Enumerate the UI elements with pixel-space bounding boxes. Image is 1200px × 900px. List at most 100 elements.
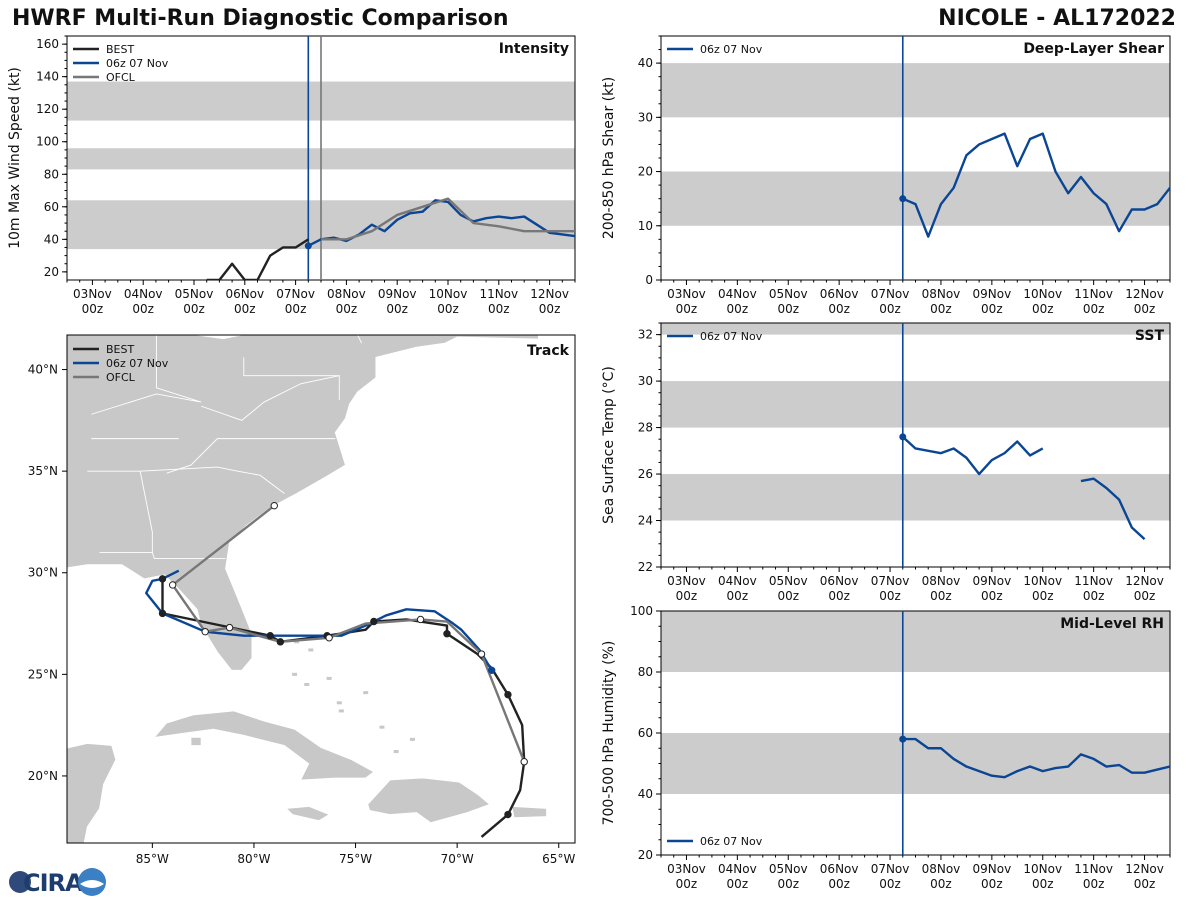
- track-point-best: [370, 617, 378, 626]
- x-tick-label: 04Nov: [718, 574, 757, 588]
- shaded-band: [661, 323, 1170, 335]
- x-tick-sublabel: 00z: [183, 302, 205, 316]
- land-puerto-rico: [511, 805, 547, 819]
- y-tick-label: 100: [36, 135, 59, 149]
- panel-title: SST: [1135, 328, 1165, 344]
- track-point-best: [158, 575, 167, 583]
- y-tick-label: 120: [36, 102, 59, 116]
- land-yucatan: [67, 743, 117, 843]
- x-tick-label: 07Nov: [871, 287, 910, 301]
- state-border: [243, 357, 340, 377]
- x-tick-label: 10Nov: [429, 287, 468, 301]
- x-tick-sublabel: 00z: [727, 589, 749, 603]
- lat-tick-label: 35°N: [28, 464, 58, 478]
- series-group: [899, 132, 1170, 238]
- x-tick-label: 05Nov: [769, 574, 808, 588]
- y-tick-label: 140: [36, 70, 59, 84]
- x-tick-label: 10Nov: [1023, 574, 1062, 588]
- legend-label: BEST: [106, 43, 134, 56]
- legend-label: BEST: [106, 343, 134, 356]
- x-tick-sublabel: 00z: [234, 302, 256, 316]
- x-tick-label: 12Nov: [1125, 574, 1164, 588]
- x-tick-label: 12Nov: [530, 287, 569, 301]
- y-tick-label: 40: [638, 56, 653, 70]
- x-tick-label: 03Nov: [667, 574, 706, 588]
- x-tick-label: 09Nov: [972, 574, 1011, 588]
- lon-tick-label: 85°W: [136, 852, 169, 866]
- y-tick-label: 30: [638, 374, 653, 388]
- y-tick-label: 22: [638, 560, 653, 574]
- state-border: [200, 375, 340, 421]
- state-border: [87, 470, 153, 553]
- legend-label: 06z 07 Nov: [700, 330, 763, 343]
- land-bahamas-island: [379, 725, 385, 729]
- series-group: [899, 735, 1170, 779]
- panel-title: Mid-Level RH: [1060, 616, 1164, 632]
- panel-title: Track: [527, 343, 570, 359]
- track-point-run: [487, 666, 496, 674]
- lat-tick-label: 30°N: [28, 566, 58, 580]
- x-tick-label: 06Nov: [225, 287, 264, 301]
- y-tick-label: 24: [638, 514, 653, 528]
- y-axis-label: 10m Max Wind Speed (kt): [7, 67, 23, 249]
- track-point-best: [276, 638, 285, 646]
- x-tick-sublabel: 00z: [930, 589, 952, 603]
- x-tick-label: 03Nov: [73, 287, 112, 301]
- lat-tick-label: 25°N: [28, 667, 58, 681]
- x-tick-label: 10Nov: [1023, 287, 1062, 301]
- shaded-band: [661, 733, 1170, 794]
- x-tick-sublabel: 00z: [386, 302, 408, 316]
- series-line-run: [1080, 477, 1146, 541]
- land-bahamas-island: [363, 691, 369, 695]
- series-group: [206, 197, 575, 280]
- x-tick-sublabel: 00z: [132, 302, 154, 316]
- x-tick-sublabel: 00z: [1083, 302, 1105, 316]
- y-tick-label: 30: [638, 110, 653, 124]
- x-tick-label: 04Nov: [718, 862, 757, 876]
- track-point-best: [158, 609, 167, 618]
- x-tick-sublabel: 00z: [488, 302, 510, 316]
- track-point-ofcl: [477, 650, 486, 658]
- series-group: [899, 433, 1146, 541]
- panel-rh: 03Nov00z04Nov00z05Nov00z06Nov00z07Nov00z…: [601, 604, 1171, 891]
- land-bahamas-island: [292, 672, 298, 676]
- x-tick-sublabel: 00z: [777, 589, 799, 603]
- page-title: HWRF Multi-Run Diagnostic Comparison: [12, 6, 509, 31]
- x-tick-label: 08Nov: [922, 287, 961, 301]
- series-line-best: [206, 238, 309, 280]
- x-tick-label: 07Nov: [871, 862, 910, 876]
- x-tick-label: 08Nov: [922, 862, 961, 876]
- land-cuba: [153, 710, 375, 781]
- logo-text: CIRA: [23, 869, 84, 897]
- land-jamaica: [285, 806, 331, 822]
- series-init-point: [899, 735, 907, 743]
- x-tick-sublabel: 00z: [828, 589, 850, 603]
- x-tick-sublabel: 00z: [336, 302, 358, 316]
- x-tick-sublabel: 00z: [777, 302, 799, 316]
- series-line-run: [901, 435, 1044, 476]
- land-bahamas-island: [308, 648, 314, 652]
- land-bahamas-island: [326, 676, 332, 680]
- x-tick-sublabel: 00z: [285, 302, 307, 316]
- shaded-band: [661, 381, 1170, 428]
- logo-globe-icon: [9, 871, 31, 893]
- lon-tick-label: 80°W: [237, 852, 270, 866]
- legend-label: 06z 07 Nov: [106, 57, 169, 70]
- x-tick-sublabel: 00z: [1083, 589, 1105, 603]
- x-tick-sublabel: 00z: [981, 589, 1003, 603]
- state-border: [166, 438, 336, 474]
- y-tick-label: 10: [638, 219, 653, 233]
- x-tick-label: 11Nov: [1074, 287, 1113, 301]
- track-point-ofcl: [201, 627, 209, 636]
- x-tick-label: 04Nov: [124, 287, 163, 301]
- x-tick-sublabel: 00z: [676, 877, 698, 891]
- x-tick-label: 09Nov: [972, 862, 1011, 876]
- series-line-ofcl: [321, 197, 575, 241]
- legend-label: OFCL: [106, 71, 136, 84]
- x-tick-label: 09Nov: [972, 287, 1011, 301]
- series-line-run: [902, 132, 1170, 238]
- x-tick-sublabel: 00z: [981, 302, 1003, 316]
- y-axis-label: 200-850 hPa Shear (kt): [601, 77, 617, 239]
- x-tick-label: 06Nov: [820, 862, 859, 876]
